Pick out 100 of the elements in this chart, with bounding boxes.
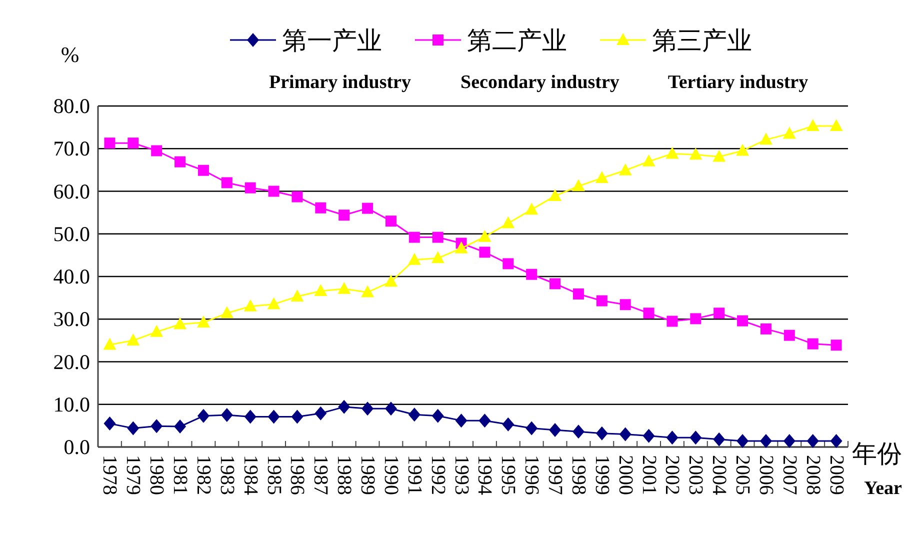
- x-tick-label: 2006: [754, 455, 777, 495]
- x-tick-label: 1980: [146, 455, 168, 495]
- point: [526, 421, 538, 436]
- point: [408, 232, 420, 243]
- point: [432, 232, 444, 243]
- x-tick-label: 2004: [708, 455, 730, 495]
- point: [690, 430, 702, 445]
- point: [150, 324, 164, 337]
- x-tick-label: 2007: [778, 455, 800, 495]
- point: [408, 408, 420, 422]
- x-tick-label: 1993: [450, 455, 472, 495]
- point: [619, 427, 632, 442]
- text: Year: [864, 478, 903, 499]
- x-tick-label: 1984: [239, 455, 262, 495]
- point: [713, 432, 726, 446]
- x-tick-label: 1992: [426, 455, 449, 495]
- x-tick-label: 1996: [520, 455, 543, 495]
- point: [479, 246, 490, 258]
- point: [595, 171, 608, 184]
- y-tick-label: 50.0: [53, 222, 90, 246]
- text: Tertiary industry: [668, 72, 809, 93]
- point: [432, 408, 444, 423]
- point: [502, 258, 514, 270]
- point: [151, 145, 162, 156]
- point: [830, 434, 842, 448]
- x-tick-label: 1979: [122, 455, 144, 495]
- point: [784, 330, 795, 341]
- point: [549, 422, 562, 437]
- x-axis-title: 年份: [852, 441, 902, 468]
- text: Primary industry: [269, 72, 412, 93]
- x-tick-label: 1991: [403, 455, 426, 495]
- point: [454, 241, 468, 254]
- point: [572, 424, 584, 439]
- x-tick-label: 1987: [310, 455, 332, 495]
- x-tick-label: 1998: [567, 455, 590, 495]
- x-tick-label: 1981: [169, 455, 192, 495]
- point: [736, 144, 750, 156]
- point: [620, 299, 631, 310]
- point: [689, 148, 702, 160]
- point: [596, 295, 608, 306]
- point: [361, 285, 374, 298]
- point: [666, 316, 678, 327]
- x-tick-label: 2002: [661, 455, 684, 495]
- x-tick-label: 1983: [216, 455, 238, 495]
- legend-label: 第一产业: [282, 28, 382, 55]
- x-tick-label: 2001: [638, 455, 660, 495]
- point: [596, 426, 608, 440]
- y-tick-label: 30.0: [53, 307, 90, 332]
- point: [244, 182, 256, 194]
- point: [338, 282, 351, 294]
- point: [783, 434, 796, 448]
- point: [643, 308, 654, 319]
- point: [525, 202, 538, 215]
- y-axis-title: %: [60, 42, 80, 67]
- point: [384, 274, 398, 287]
- x-tick-label: 1989: [356, 455, 379, 495]
- point: [126, 333, 140, 346]
- legend-label: 第三产业: [652, 28, 752, 55]
- x-tick-label: 2003: [684, 455, 707, 495]
- point: [830, 340, 842, 351]
- point: [502, 417, 514, 432]
- point: [618, 163, 632, 176]
- point: [384, 402, 397, 416]
- point: [103, 338, 116, 350]
- y-tick-label: 20.0: [53, 350, 90, 374]
- x-tick-label: 1985: [262, 455, 285, 495]
- point: [666, 146, 679, 159]
- point: [782, 126, 796, 139]
- x-tick-label: 2005: [732, 455, 754, 495]
- point: [220, 306, 234, 318]
- point: [550, 278, 561, 290]
- point: [267, 297, 280, 310]
- point: [455, 414, 468, 428]
- point: [174, 156, 186, 168]
- point: [128, 138, 139, 149]
- point: [291, 410, 304, 424]
- x-tick-label: 1999: [590, 455, 613, 495]
- point: [196, 316, 210, 328]
- point: [666, 430, 678, 445]
- point: [362, 402, 374, 416]
- point: [174, 420, 186, 434]
- point: [478, 414, 491, 428]
- x-tick-label: 1978: [98, 455, 121, 495]
- y-tick-label: 80.0: [53, 94, 90, 118]
- point: [314, 284, 328, 296]
- point: [268, 410, 280, 424]
- point: [198, 164, 209, 176]
- x-tick-label: 1994: [474, 455, 496, 495]
- point: [760, 323, 772, 334]
- point: [385, 216, 396, 227]
- x-tick-label: 2000: [614, 455, 636, 495]
- y-tick-label: 0.0: [64, 435, 90, 459]
- point: [244, 299, 257, 312]
- point: [314, 406, 327, 420]
- point: [714, 308, 725, 319]
- point: [290, 290, 304, 302]
- point: [526, 268, 538, 280]
- x-tick-label: 1982: [192, 455, 214, 495]
- point: [104, 416, 116, 431]
- point: [104, 138, 116, 149]
